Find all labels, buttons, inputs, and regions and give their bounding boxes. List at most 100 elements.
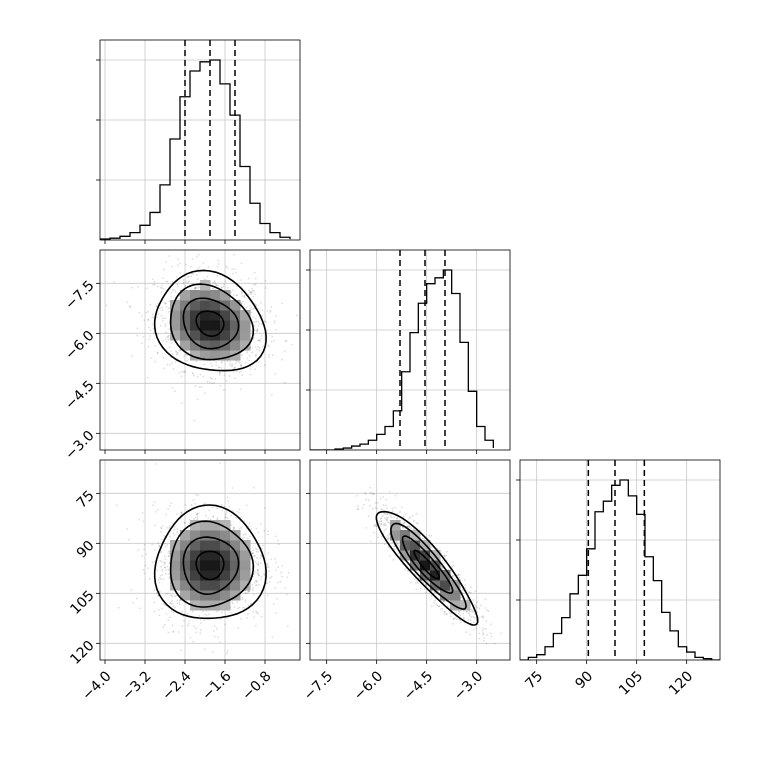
density-bin xyxy=(210,350,221,361)
scatter-point xyxy=(443,613,446,615)
scatter-point xyxy=(167,550,170,553)
density-bin xyxy=(200,340,211,351)
scatter-point xyxy=(154,510,157,513)
scatter-point xyxy=(232,294,235,296)
scatter-point xyxy=(245,306,248,309)
scatter-point xyxy=(257,564,260,567)
p2_vs_p0-xtick-label: −1.6 xyxy=(199,668,234,703)
scatter-point xyxy=(157,579,160,581)
scatter-point xyxy=(187,275,190,278)
scatter-point xyxy=(355,494,358,497)
scatter-point xyxy=(136,327,139,330)
p0_hist-step xyxy=(100,59,291,240)
scatter-point xyxy=(146,287,148,290)
scatter-point xyxy=(194,385,197,387)
scatter-point xyxy=(466,597,468,599)
scatter-point xyxy=(164,558,167,561)
scatter-point xyxy=(164,623,166,626)
scatter-point xyxy=(251,287,253,290)
scatter-point xyxy=(240,302,243,304)
scatter-point xyxy=(211,364,214,367)
scatter-point xyxy=(267,345,270,348)
scatter-point xyxy=(252,316,255,319)
scatter-point xyxy=(159,307,161,310)
scatter-point xyxy=(157,542,160,545)
scatter-point xyxy=(395,517,398,520)
p0_hist-bars xyxy=(100,59,291,240)
scatter-point xyxy=(441,607,444,610)
scatter-point xyxy=(447,568,450,571)
scatter-point xyxy=(387,521,390,524)
scatter-point xyxy=(472,610,475,613)
p2_hist-xtick-label: 90 xyxy=(572,668,596,692)
scatter-point xyxy=(176,531,179,534)
scatter-point xyxy=(385,524,387,527)
scatter-point xyxy=(208,381,211,384)
scatter-point xyxy=(211,288,214,290)
scatter-point xyxy=(482,617,485,619)
scatter-point xyxy=(396,542,399,545)
density-bin xyxy=(190,570,201,581)
scatter-point xyxy=(410,527,413,529)
density-bin xyxy=(220,570,231,581)
scatter-point xyxy=(141,555,144,557)
scatter-point xyxy=(203,392,206,395)
scatter-point xyxy=(196,268,199,271)
scatter-point xyxy=(449,612,451,614)
scatter-point xyxy=(169,363,172,366)
density-bin xyxy=(180,580,191,591)
scatter-point xyxy=(467,619,470,621)
scatter-point xyxy=(247,293,250,296)
scatter-point xyxy=(468,614,471,617)
scatter-point xyxy=(232,526,235,529)
scatter-point xyxy=(402,515,405,518)
scatter-point xyxy=(269,309,272,312)
scatter-point xyxy=(146,567,149,570)
scatter-point xyxy=(408,525,411,528)
scatter-point xyxy=(251,351,254,354)
p1_vs_p0-ytick-label: −4.5 xyxy=(62,378,97,413)
scatter-point xyxy=(184,353,187,356)
scatter-point xyxy=(165,301,167,304)
p2_vs_p0-xtick-label: −3.2 xyxy=(119,668,154,703)
scatter-point xyxy=(173,606,176,609)
scatter-point xyxy=(166,363,169,366)
scatter-point xyxy=(186,612,189,615)
scatter-point xyxy=(275,569,278,572)
scatter-point xyxy=(398,547,400,549)
scatter-point xyxy=(484,607,487,609)
scatter-point xyxy=(245,504,248,507)
scatter-point xyxy=(257,561,260,564)
scatter-point xyxy=(176,353,179,355)
scatter-point xyxy=(203,278,206,280)
p2_vs_p0-xtick-label: −0.8 xyxy=(239,668,274,703)
density-bin xyxy=(220,590,231,601)
scatter-point xyxy=(383,522,386,525)
scatter-point xyxy=(470,616,473,618)
scatter-point xyxy=(373,524,376,527)
density-bin xyxy=(220,600,231,611)
density-bin xyxy=(170,560,181,571)
scatter-point xyxy=(226,360,229,363)
scatter-point xyxy=(287,571,290,574)
density-bin xyxy=(230,550,241,561)
scatter-point xyxy=(171,280,174,283)
scatter-point xyxy=(257,324,260,327)
p2_hist-xtick-label: 105 xyxy=(616,668,646,698)
density-bin xyxy=(200,590,211,601)
scatter-point xyxy=(159,559,162,562)
scatter-point xyxy=(168,525,171,527)
scatter-point xyxy=(240,526,242,529)
scatter-point xyxy=(393,516,396,519)
scatter-point xyxy=(386,519,389,522)
density-bin xyxy=(200,580,211,591)
scatter-point xyxy=(284,587,287,590)
scatter-point xyxy=(404,568,406,571)
scatter-point xyxy=(224,280,227,283)
scatter-point xyxy=(237,607,240,610)
scatter-point xyxy=(427,581,430,584)
scatter-point xyxy=(471,611,474,614)
scatter-point xyxy=(253,581,256,584)
scatter-point xyxy=(215,284,218,287)
scatter-point xyxy=(286,625,289,628)
